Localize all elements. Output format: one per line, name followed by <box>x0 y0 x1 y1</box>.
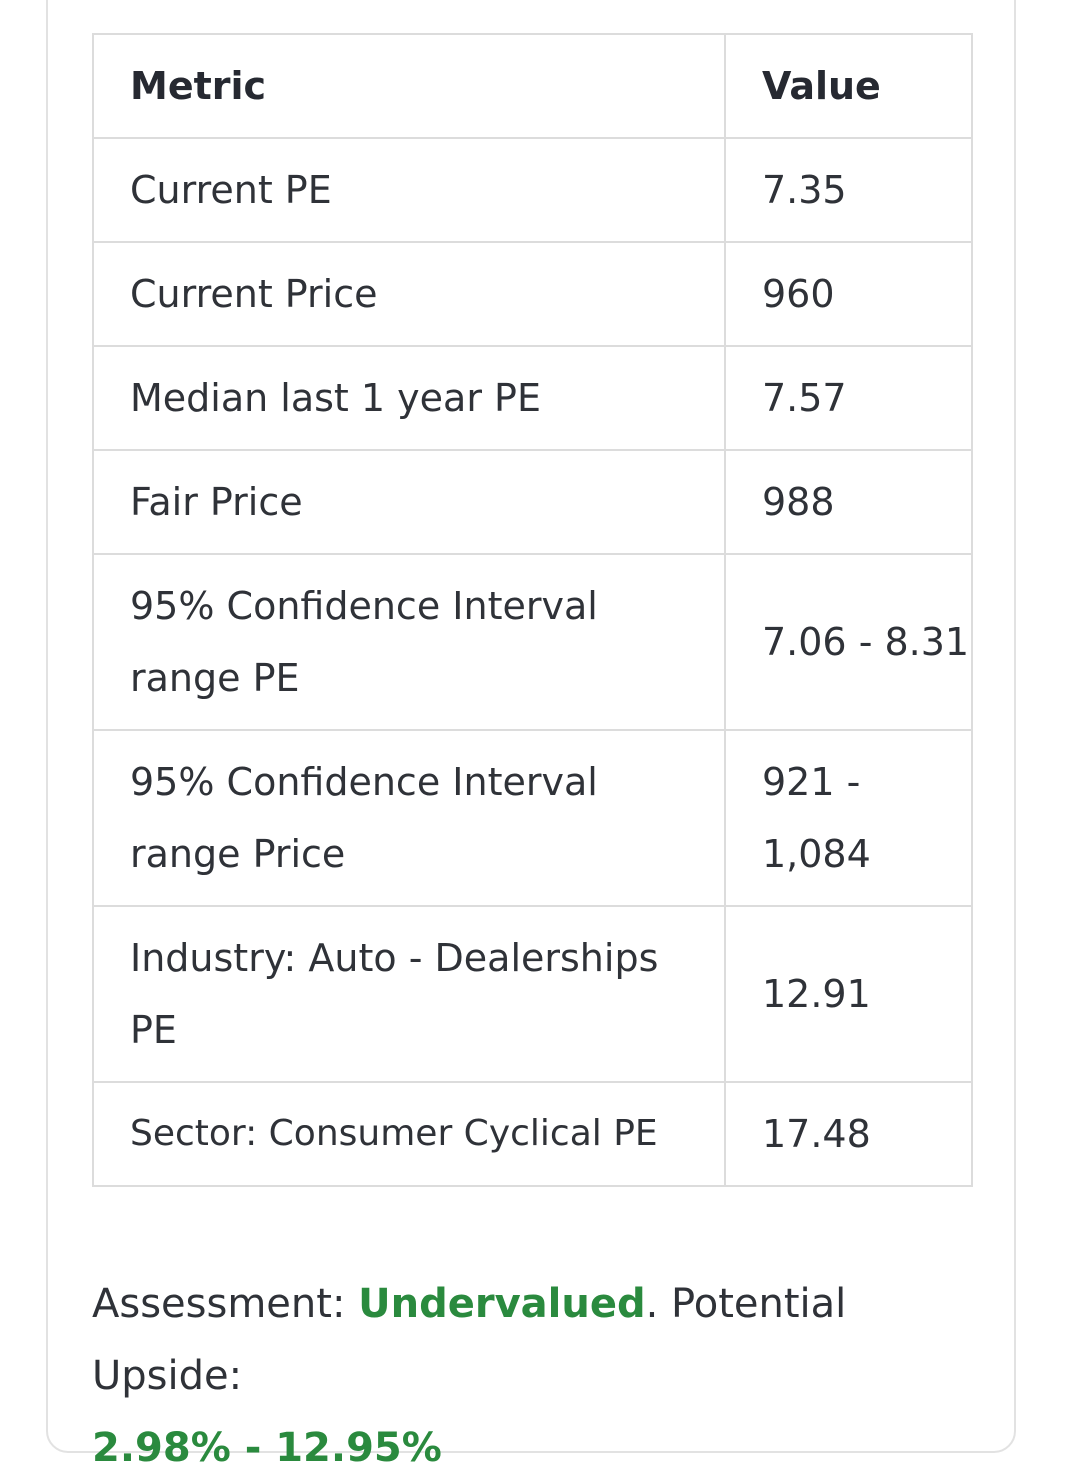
table-row: Current PE 7.35 <box>92 137 973 243</box>
metric-cell: Current PE <box>92 137 726 243</box>
metric-cell: 95% Confidence Interval range Price <box>92 729 726 907</box>
valuation-table: Metric Value Current PE 7.35 Current Pri… <box>92 33 973 1187</box>
upside-label: . Potential Upside: <box>92 1281 847 1399</box>
metric-cell: 95% Confidence Interval range PE <box>92 553 726 731</box>
table-row: Sector: Consumer Cyclical PE 17.48 <box>92 1081 973 1187</box>
table-row: 95% Confidence Interval range Price 921 … <box>92 729 973 907</box>
value-cell: 7.57 <box>724 345 973 451</box>
value-cell: 12.91 <box>724 905 973 1083</box>
column-header-value: Value <box>724 33 973 139</box>
assessment-label: Assessment: <box>92 1281 359 1327</box>
value-cell: 17.48 <box>724 1081 973 1187</box>
metric-cell: Industry: Auto - Dealerships PE <box>92 905 726 1083</box>
value-cell: 988 <box>724 449 973 555</box>
metric-cell: Current Price <box>92 241 726 347</box>
value-cell: 7.35 <box>724 137 973 243</box>
assessment-verdict: Undervalued <box>358 1281 646 1327</box>
table-header-row: Metric Value <box>92 33 973 139</box>
value-cell: 921 - 1,084 <box>724 729 973 907</box>
column-header-metric: Metric <box>92 33 726 139</box>
metric-cell: Median last 1 year PE <box>92 345 726 451</box>
metric-cell: Sector: Consumer Cyclical PE <box>92 1081 726 1187</box>
table-row: Median last 1 year PE 7.57 <box>92 345 973 451</box>
table-row: Fair Price 988 <box>92 449 973 555</box>
table-row: Industry: Auto - Dealerships PE 12.91 <box>92 905 973 1083</box>
metric-cell: Fair Price <box>92 449 726 555</box>
value-cell: 7.06 - 8.31 <box>724 553 973 731</box>
upside-range: 2.98% - 12.95% <box>92 1425 442 1471</box>
table-row: 95% Confidence Interval range PE 7.06 - … <box>92 553 973 731</box>
table-row: Current Price 960 <box>92 241 973 347</box>
assessment-summary: Assessment: Undervalued. Potential Upsid… <box>92 1268 992 1484</box>
value-cell: 960 <box>724 241 973 347</box>
